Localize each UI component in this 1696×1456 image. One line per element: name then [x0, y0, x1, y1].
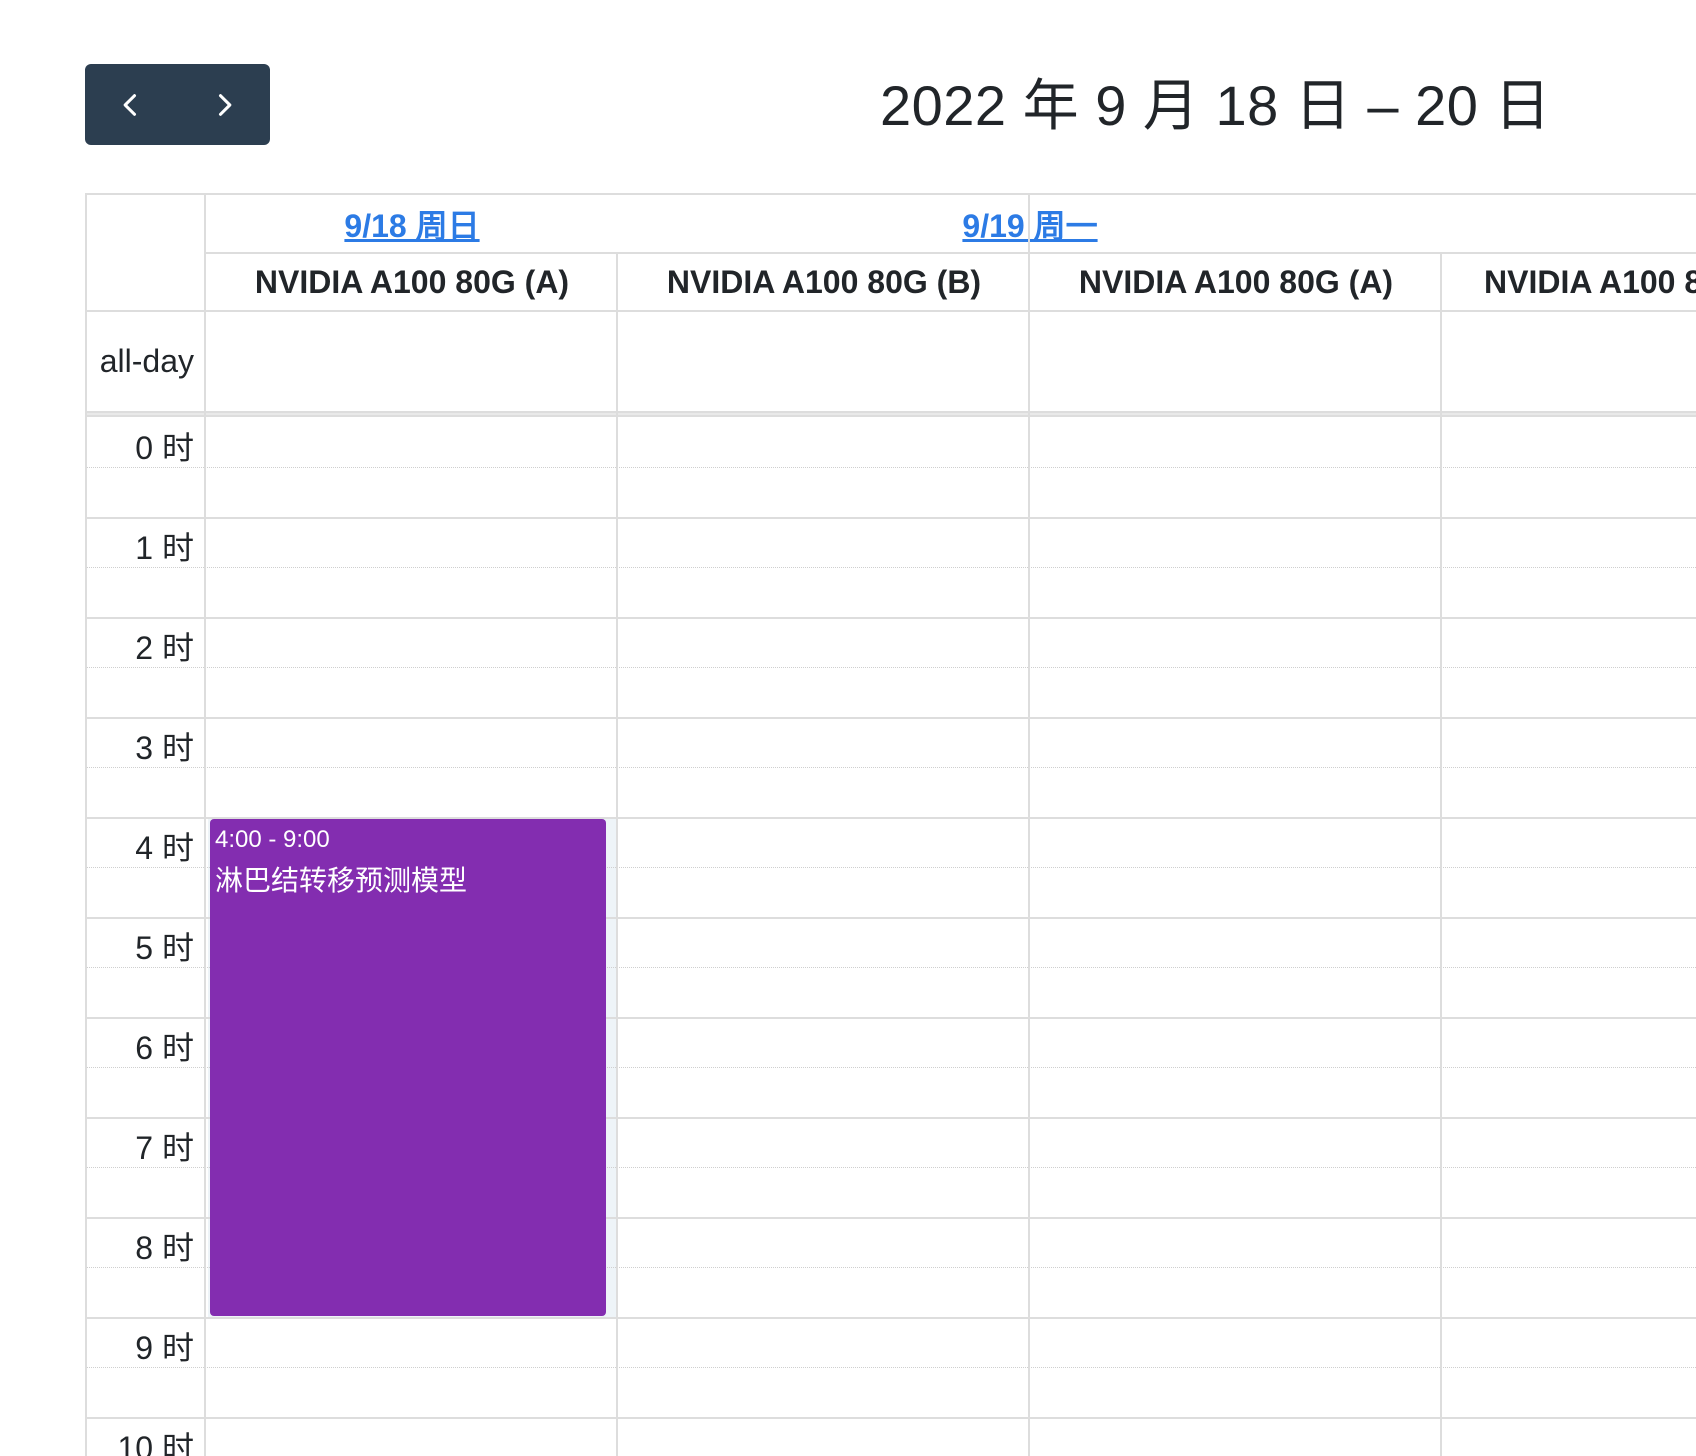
- day-link-0918[interactable]: 9/18 周日: [344, 208, 480, 244]
- time-label: 6 时: [135, 1030, 194, 1066]
- half-hour-line: [87, 567, 1696, 568]
- chevron-right-icon: [218, 93, 232, 116]
- event-title: 淋巴结转移预测模型: [215, 865, 468, 896]
- calendar-grid: 9/18 周日 9/19 周一 NVIDIA A100 80G (A) NVID…: [85, 193, 1696, 1456]
- hour-line: [87, 717, 1696, 719]
- calendar-event[interactable]: 4:00 - 9:00 淋巴结转移预测模型: [210, 819, 606, 1316]
- grid-line: [206, 252, 1696, 254]
- allday-divider: [87, 411, 1696, 417]
- time-label: 7 时: [135, 1130, 194, 1166]
- half-hour-line: [87, 1267, 1696, 1268]
- day-link-0919[interactable]: 9/19 周一: [962, 208, 1098, 244]
- time-label: 0 时: [135, 430, 194, 466]
- grid-line: [1028, 195, 1030, 1456]
- grid-line: [1440, 253, 1442, 1456]
- hour-line: [87, 1317, 1696, 1319]
- resource-header: NVIDIA A100 80G (A): [254, 263, 570, 300]
- time-label: 4 时: [135, 830, 194, 866]
- time-label: 8 时: [135, 1230, 194, 1266]
- day-header: 9/19 周一: [618, 195, 1442, 253]
- resource-header: NVIDIA A100 80G (A): [1078, 263, 1394, 300]
- time-label: 1 时: [135, 530, 194, 566]
- calendar-title: 2022 年 9 月 18 日 – 20 日: [880, 74, 1551, 137]
- time-label: 9 时: [135, 1330, 194, 1366]
- nav-button-group: [85, 64, 270, 145]
- time-label: 5 时: [135, 930, 194, 966]
- half-hour-line: [87, 467, 1696, 468]
- time-label: 10 时: [117, 1430, 195, 1456]
- hour-line: [87, 617, 1696, 619]
- time-label: 3 时: [135, 730, 194, 766]
- prev-button[interactable]: [85, 64, 178, 145]
- event-time: 4:00 - 9:00: [215, 826, 330, 853]
- half-hour-line: [87, 767, 1696, 768]
- hour-line: [87, 1117, 1696, 1119]
- half-hour-line: [87, 867, 1696, 868]
- grid-line: [204, 195, 206, 1456]
- resource-header: NVIDIA A100 8: [1484, 263, 1696, 300]
- hour-line: [87, 1217, 1696, 1219]
- half-hour-line: [87, 1067, 1696, 1068]
- next-button[interactable]: [178, 64, 271, 145]
- half-hour-line: [87, 1167, 1696, 1168]
- grid-line: [616, 253, 618, 1456]
- grid-line: [87, 310, 1696, 312]
- hour-line: [87, 817, 1696, 819]
- half-hour-line: [87, 967, 1696, 968]
- day-header: 9/18 周日: [206, 195, 618, 253]
- chevron-left-icon: [123, 93, 137, 116]
- half-hour-line: [87, 1367, 1696, 1368]
- allday-label: all-day: [99, 342, 194, 379]
- half-hour-line: [87, 667, 1696, 668]
- hour-line: [87, 1017, 1696, 1019]
- hour-line: [87, 917, 1696, 919]
- hour-line: [87, 1417, 1696, 1419]
- resource-header: NVIDIA A100 80G (B): [666, 263, 982, 300]
- time-label: 2 时: [135, 630, 194, 666]
- hour-line: [87, 517, 1696, 519]
